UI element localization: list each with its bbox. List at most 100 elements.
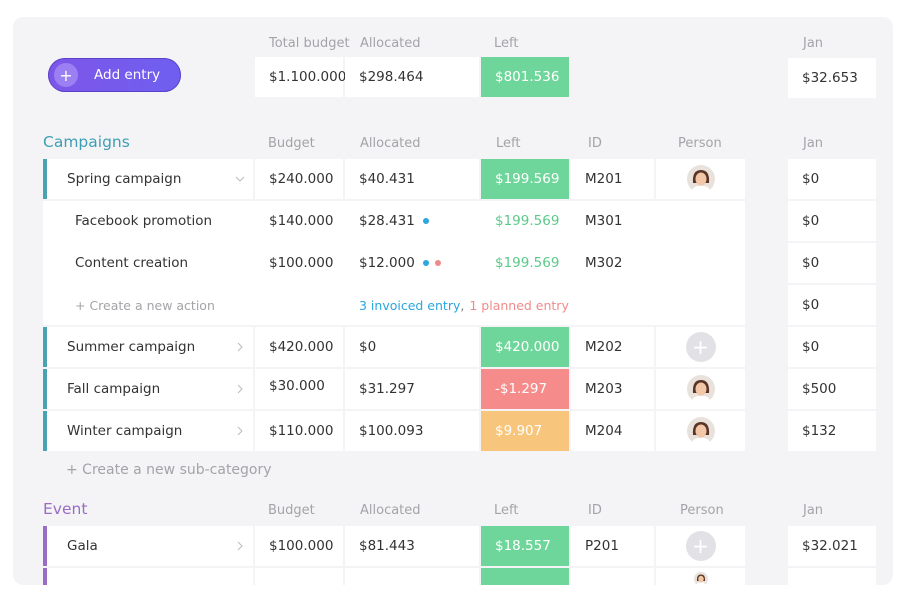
- cell: [255, 568, 343, 585]
- column-header: Person: [678, 136, 722, 151]
- column-header: Jan: [803, 503, 824, 518]
- cell: $298.464: [345, 57, 479, 97]
- cell: Content creation: [75, 255, 189, 271]
- totals-row: $1.100.000 $298.464 $801.536 $32.653: [13, 57, 893, 98]
- panel: + Add entry Total budget Allocated Left …: [13, 17, 893, 585]
- cell: $28.431: [345, 201, 479, 241]
- collapse-icon[interactable]: [235, 174, 245, 184]
- column-header: Left: [494, 36, 519, 51]
- avatar[interactable]: [687, 165, 715, 193]
- cell: Winter campaign: [43, 411, 253, 451]
- actions-block: [43, 201, 745, 325]
- column-header: Allocated: [360, 136, 421, 151]
- cell: M203: [571, 369, 654, 409]
- cell: [43, 568, 253, 585]
- cell: $1.100.000: [255, 57, 346, 97]
- cell: 3 invoiced entry, 1 planned entry: [345, 285, 645, 325]
- row-name: Fall campaign: [67, 381, 161, 397]
- cell: $18.557: [481, 526, 569, 566]
- action-row: Facebook promotion $140.000 $28.431 $199…: [13, 201, 893, 241]
- add-person[interactable]: +: [685, 332, 716, 362]
- cell: $132: [788, 411, 876, 451]
- column-header: Person: [680, 503, 724, 518]
- column-header: Budget: [268, 136, 315, 151]
- cell: $140.000: [269, 213, 334, 229]
- value: $12.000: [359, 255, 415, 271]
- section-title: Campaigns: [43, 133, 130, 151]
- cell: $0: [788, 243, 876, 283]
- cell: $0: [788, 201, 876, 241]
- cell: [571, 568, 654, 585]
- expand-icon[interactable]: [235, 342, 245, 352]
- invoiced-summary[interactable]: 3 invoiced entry: [359, 297, 461, 313]
- campaign-row: Spring campaign $240.000 $40.431 $199.56…: [13, 159, 893, 199]
- row-name: Spring campaign: [67, 171, 182, 187]
- cell: [656, 369, 745, 409]
- row-name: Gala: [67, 538, 98, 554]
- column-header: Total budget: [269, 36, 350, 51]
- cell: [345, 568, 479, 585]
- cell: M204: [571, 411, 654, 451]
- cell: $0: [788, 159, 876, 199]
- avatar[interactable]: [694, 572, 708, 585]
- cell: P201: [571, 526, 654, 566]
- cell: $81.443: [345, 526, 479, 566]
- cell: Summer campaign: [43, 327, 253, 367]
- cell: +: [656, 526, 745, 566]
- cell: $0: [788, 327, 876, 367]
- cell: [656, 568, 745, 585]
- expand-icon[interactable]: [235, 384, 245, 394]
- cell: [656, 411, 745, 451]
- button-label: Add entry: [94, 67, 161, 83]
- event-row: Gala $100.000 $81.443 $18.557 P201 + $32…: [13, 526, 893, 566]
- action-row: Content creation $100.000 $12.000 $199.5…: [13, 243, 893, 283]
- cell: $500: [788, 369, 876, 409]
- cell: $100.093: [345, 411, 479, 451]
- create-sub-category-link[interactable]: + Create a new sub-category: [66, 462, 272, 478]
- column-header: Budget: [268, 503, 315, 518]
- cell: $199.569: [481, 159, 569, 199]
- column-header: ID: [588, 503, 602, 518]
- cell: Fall campaign: [43, 369, 253, 409]
- row-name: Winter campaign: [67, 423, 183, 439]
- invoiced-dot: [422, 260, 429, 266]
- add-person[interactable]: +: [685, 531, 716, 561]
- expand-icon[interactable]: [235, 426, 245, 436]
- column-header: Left: [496, 136, 521, 151]
- campaign-row: Fall campaign $30.000 $31.297 -$1.297 M2…: [13, 369, 893, 409]
- cell: Facebook promotion: [75, 213, 213, 229]
- plus-icon: +: [54, 63, 78, 87]
- cell: Spring campaign: [43, 159, 253, 199]
- cell: $0: [788, 285, 876, 325]
- cell: M302: [585, 255, 623, 271]
- cell: +: [656, 327, 745, 367]
- column-header: Jan: [803, 36, 824, 51]
- cell: $31.297: [345, 369, 479, 409]
- avatar[interactable]: [687, 417, 715, 445]
- cell: $9.907: [481, 411, 569, 451]
- column-header: ID: [588, 136, 602, 151]
- row-name: Summer campaign: [67, 339, 196, 355]
- cell: $100.000: [269, 255, 334, 271]
- cell: $0: [345, 327, 479, 367]
- cell: $12.000: [345, 243, 479, 283]
- cell: $100.000: [255, 526, 343, 566]
- cell: $30.000: [255, 369, 343, 409]
- create-action-link[interactable]: + Create a new action: [75, 297, 215, 313]
- campaign-row: Summer campaign $420.000 $0 $420.000 M20…: [13, 327, 893, 367]
- cell: $40.431: [345, 159, 479, 199]
- event-row-partial: [13, 568, 893, 585]
- cell: [656, 159, 745, 199]
- cell: $420.000: [255, 327, 343, 367]
- section-title: Event: [43, 500, 88, 518]
- expand-icon[interactable]: [235, 541, 245, 551]
- planned-summary[interactable]: 1 planned entry: [469, 297, 569, 313]
- cell: M301: [585, 213, 623, 229]
- avatar[interactable]: [687, 375, 715, 403]
- add-entry-button[interactable]: + Add entry: [48, 58, 181, 92]
- cell: M201: [571, 159, 654, 199]
- cell: [788, 568, 876, 585]
- cell: Gala: [43, 526, 253, 566]
- planned-dot: [434, 260, 441, 266]
